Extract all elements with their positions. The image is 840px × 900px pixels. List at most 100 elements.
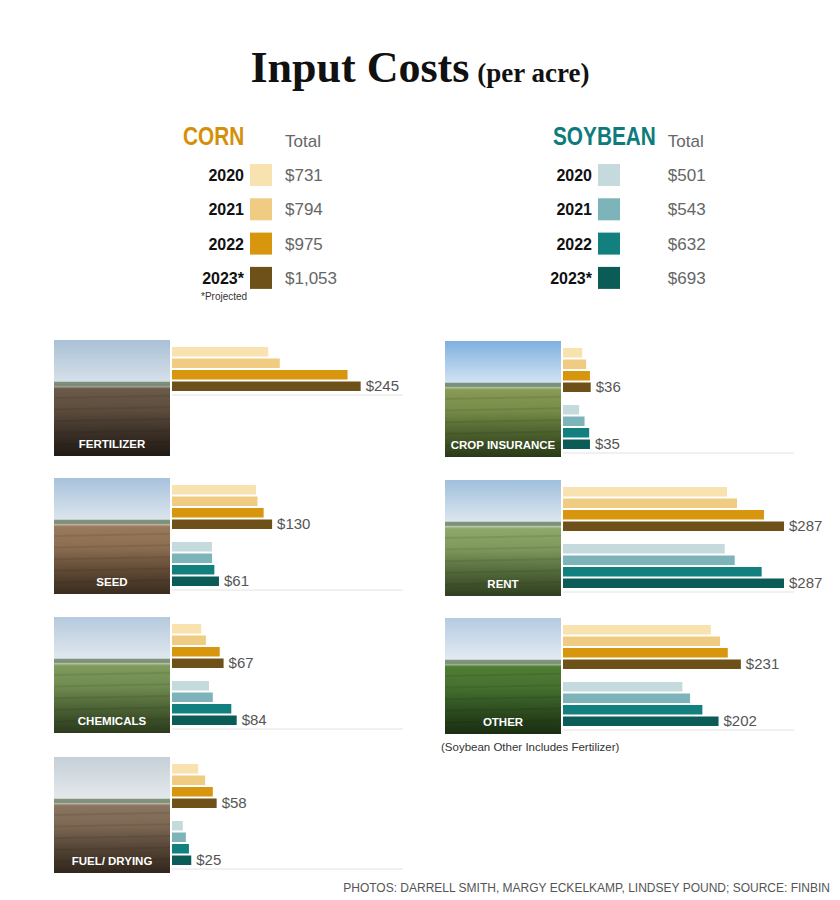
bar <box>563 637 720 647</box>
title-line: Input Costs(per acre) <box>250 43 589 92</box>
bar <box>563 660 741 670</box>
bar <box>172 542 212 552</box>
photo-bg <box>445 341 561 457</box>
photo-shade <box>445 480 561 596</box>
panel-title: CROP INSURANCE <box>451 439 556 451</box>
data-labels: $130$61 <box>224 515 311 589</box>
photo-bg <box>54 757 170 873</box>
data-label: $36 <box>596 378 621 395</box>
photo-bg <box>445 618 561 734</box>
key-total: $693 <box>668 269 706 288</box>
axis-line <box>172 869 403 870</box>
data-label: $245 <box>366 377 399 394</box>
bar <box>172 636 206 646</box>
plot <box>172 764 217 865</box>
photo-bg <box>445 480 561 596</box>
panel-title: SEED <box>96 576 127 588</box>
axis-line <box>172 395 403 396</box>
bar <box>172 497 257 507</box>
bar <box>172 716 237 726</box>
bar <box>563 348 582 358</box>
key-total: $1,053 <box>285 269 337 288</box>
plot <box>563 348 591 449</box>
data-label: $67 <box>229 654 254 671</box>
subtitle: (per acre) <box>477 58 589 88</box>
bar <box>172 799 217 809</box>
photo <box>445 341 561 457</box>
bar <box>563 371 590 381</box>
key-total: $794 <box>285 200 323 219</box>
key-title: SOYBEAN <box>553 121 656 151</box>
footnote: *Projected <box>201 291 247 302</box>
bar <box>172 520 272 530</box>
photo-bg <box>54 340 170 456</box>
bar <box>172 681 209 691</box>
panel-title: FERTILIZER <box>79 438 146 450</box>
photo <box>54 757 170 873</box>
bar <box>563 440 590 450</box>
axis-line <box>563 592 794 593</box>
bar <box>172 565 214 575</box>
key-year: 2020 <box>556 167 592 184</box>
data-label: $35 <box>595 435 620 452</box>
axis-line <box>563 453 794 454</box>
axis-line <box>172 590 403 591</box>
key-year: 2023* <box>202 270 245 287</box>
bar <box>172 347 268 357</box>
bar <box>563 705 702 715</box>
photo-shade <box>445 341 561 457</box>
bar <box>172 821 183 831</box>
data-labels: $67$84 <box>229 654 267 728</box>
photo-shade <box>54 757 170 873</box>
axis-line <box>172 729 403 730</box>
bar <box>172 704 231 714</box>
plot <box>172 485 272 586</box>
bar <box>172 382 361 392</box>
key-title: CORN <box>183 121 244 151</box>
key-year: 2023* <box>550 270 593 287</box>
bar <box>563 579 784 589</box>
key-swatch <box>598 164 620 186</box>
photo <box>445 618 561 734</box>
bar <box>172 370 348 380</box>
bar <box>563 556 735 566</box>
key-swatch <box>598 267 620 289</box>
bar <box>563 510 764 520</box>
bar <box>172 659 224 669</box>
bar <box>172 624 201 634</box>
key-total-heading: Total <box>285 132 321 151</box>
data-labels: $287$287 <box>789 517 822 591</box>
key-total: $731 <box>285 166 323 185</box>
data-labels: $245 <box>366 377 399 394</box>
bar <box>563 522 784 532</box>
infographic: Input Costs(per acre)CORN Total 2020 $731 20… <box>0 0 840 900</box>
note: (Soybean Other Includes Fertilizer) <box>441 741 619 753</box>
data-label: $202 <box>724 712 757 729</box>
data-label: $58 <box>222 794 247 811</box>
bar <box>172 776 205 786</box>
panel-title: CHEMICALS <box>78 715 147 727</box>
bar <box>563 625 711 635</box>
bar <box>172 359 280 369</box>
bar <box>563 567 762 577</box>
bar <box>563 428 589 438</box>
axis-line <box>563 730 794 731</box>
bar <box>563 405 579 415</box>
bar <box>172 508 264 518</box>
bar <box>172 764 198 774</box>
key-total: $501 <box>668 166 706 185</box>
photo-bg <box>54 478 170 594</box>
key-swatch <box>250 164 272 186</box>
bar <box>563 694 690 704</box>
bar <box>172 693 213 703</box>
key-year: 2021 <box>556 201 592 218</box>
data-labels: $231$202 <box>724 655 780 729</box>
photo <box>54 340 170 456</box>
photo <box>445 480 561 596</box>
data-label: $130 <box>277 515 310 532</box>
panel-title: RENT <box>487 578 518 590</box>
plot <box>563 487 784 588</box>
photo-bg <box>54 617 170 733</box>
photo-shade <box>54 617 170 733</box>
panel-title: FUEL/ DRYING <box>72 855 153 867</box>
